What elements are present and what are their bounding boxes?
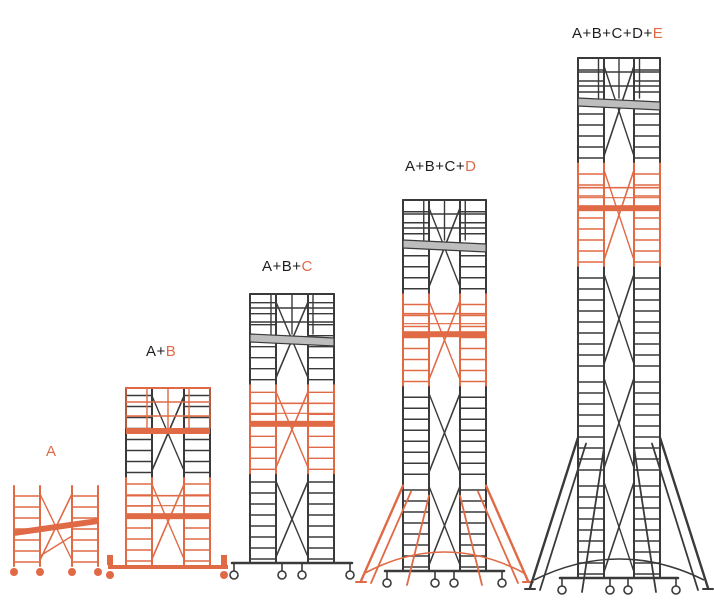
label-accent-part: D xyxy=(465,158,477,175)
top-guardrail xyxy=(577,57,661,111)
label-accent-part: C xyxy=(301,258,313,275)
label-tower-a-b-c: A+B+C xyxy=(262,258,313,275)
tower-module xyxy=(249,382,335,475)
tower-module xyxy=(577,473,661,579)
label-tower-a: A xyxy=(46,443,57,460)
label-tower-a-b-c-d-e: A+B+C+D+E xyxy=(572,25,663,42)
tower-base xyxy=(10,568,102,576)
outriggers xyxy=(355,484,534,586)
tower-base xyxy=(557,576,681,595)
tower-module xyxy=(402,477,487,572)
top-guardrail xyxy=(125,387,211,434)
outriggers xyxy=(524,436,714,593)
label-tower-a-b: A+B xyxy=(146,343,176,360)
label-part: A+B+C+ xyxy=(405,158,466,175)
tower-module xyxy=(577,265,661,371)
label-part: A+B+ xyxy=(262,258,302,275)
top-guardrail xyxy=(249,293,335,347)
label-part: A+ xyxy=(146,343,166,360)
tower-base xyxy=(106,555,228,579)
top-guardrail xyxy=(402,199,487,253)
label-accent-part: E xyxy=(652,25,664,42)
tower-module xyxy=(125,475,211,566)
tower-a-b xyxy=(106,387,228,579)
tower-module xyxy=(402,291,487,387)
tower-module xyxy=(249,472,335,564)
tower-module xyxy=(13,485,99,567)
tower-module xyxy=(577,369,661,475)
tower-a-b-c-d xyxy=(355,199,534,588)
tower-base xyxy=(229,561,355,580)
label-accent-part: A xyxy=(46,443,57,460)
label-tower-a-b-c-d: A+B+C+D xyxy=(405,158,476,175)
tower-a-b-c-d-e xyxy=(524,57,714,595)
tower-base xyxy=(382,569,507,588)
label-part: A+B+C+D+ xyxy=(572,25,653,42)
tower-module xyxy=(402,384,487,480)
tower-a xyxy=(10,485,102,576)
tower-a-b-c xyxy=(229,293,355,580)
tower-module xyxy=(577,161,661,267)
label-accent-part: B xyxy=(165,343,177,360)
